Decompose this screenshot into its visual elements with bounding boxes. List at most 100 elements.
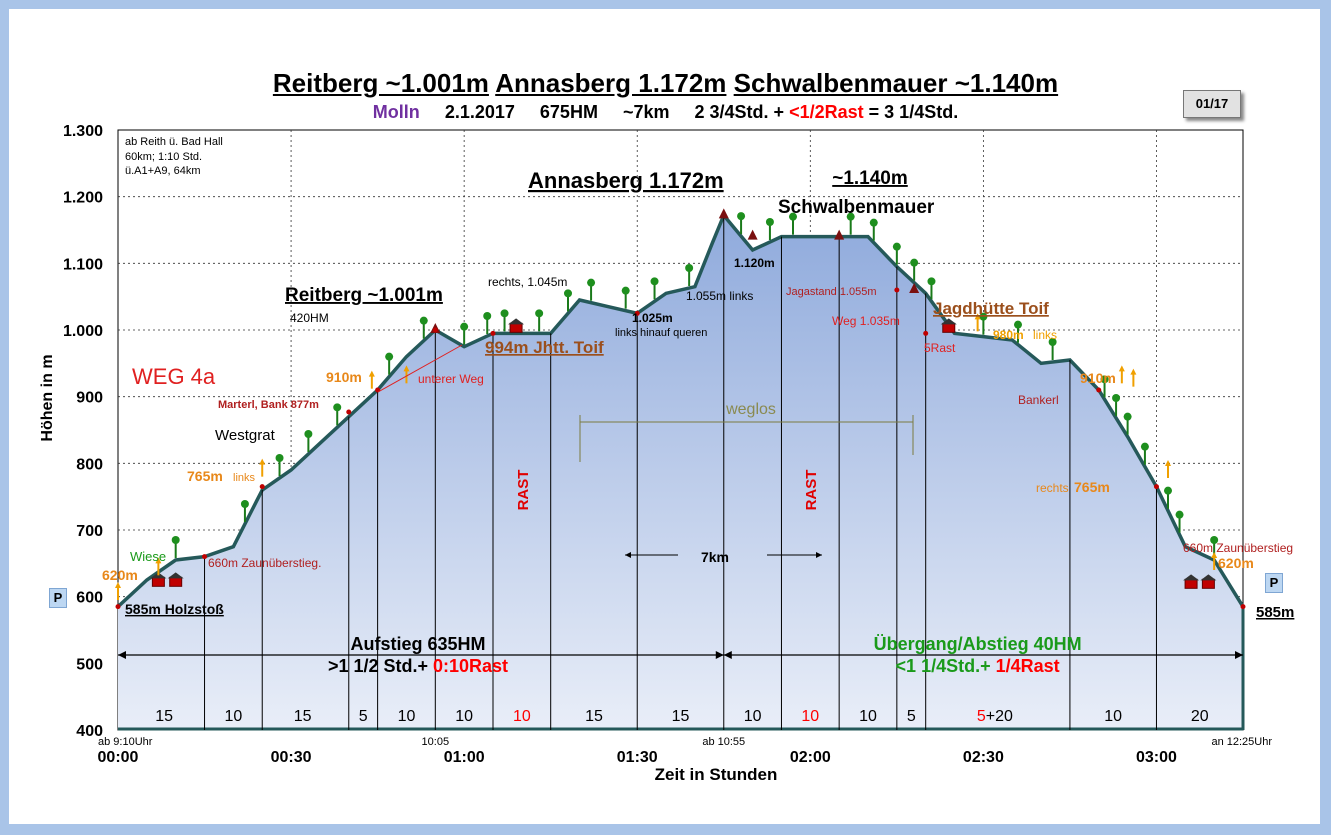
profile-area bbox=[116, 211, 1245, 731]
hut-icon bbox=[169, 576, 183, 587]
subtitle-total: = 3 1/4Std. bbox=[868, 102, 959, 122]
rest-label: RAST bbox=[803, 470, 820, 511]
subtitle-place: Molln bbox=[372, 102, 420, 122]
arrow-head-icon bbox=[368, 370, 375, 377]
arrow-head-icon bbox=[1165, 460, 1171, 466]
waypoint-marker bbox=[1153, 484, 1159, 490]
point-620-right-label: 620m bbox=[1218, 555, 1254, 571]
x-tick-label: 01:30 bbox=[617, 749, 658, 766]
westgrat-label: Westgrat bbox=[215, 427, 276, 444]
y-tick-label: 600 bbox=[76, 590, 103, 607]
point-910-label: 910m bbox=[326, 369, 362, 385]
tree-icon bbox=[979, 312, 988, 321]
arrow-head-icon bbox=[115, 582, 121, 588]
waypoint-marker bbox=[115, 604, 121, 610]
start-note-line: ü.A1+A9, 64km bbox=[125, 165, 201, 177]
point-1055-label: 1.055m links bbox=[686, 289, 753, 303]
route-label: WEG 4a bbox=[132, 364, 216, 389]
hut-icon bbox=[1184, 578, 1198, 589]
jagastand-label: Jagastand 1.055m bbox=[786, 286, 877, 298]
point-660-right-label: 660m Zaunüberstieg bbox=[1183, 541, 1293, 555]
ascent-summary-line2: >1 1/2 Std.+ 0:10Rast bbox=[328, 656, 508, 676]
waypoint-marker bbox=[923, 330, 929, 336]
hut-roof-icon bbox=[508, 318, 525, 325]
peak-icon bbox=[718, 208, 729, 219]
waypoint-marker bbox=[259, 484, 265, 490]
tree-icon bbox=[846, 212, 855, 221]
arrow-head-icon bbox=[1118, 365, 1125, 372]
distance-label: 7km bbox=[701, 549, 729, 565]
segment-time-label: 15 bbox=[294, 708, 312, 725]
segment-time-label: 10 bbox=[398, 708, 416, 725]
weglos-label: weglos bbox=[725, 401, 776, 418]
x-axis-label: Zeit in Stunden bbox=[655, 765, 778, 784]
segment-lines bbox=[204, 215, 1157, 730]
descent-summary-line1: Übergang/Abstieg 40HM bbox=[874, 634, 1082, 654]
arrow-head-icon bbox=[155, 557, 162, 564]
reitberg-label: Reitberg ~1.001m bbox=[285, 285, 443, 306]
tree-icon bbox=[737, 212, 746, 221]
y-tick-label: 400 bbox=[76, 723, 103, 740]
schwalbenmauer-height-label: ~1.140m bbox=[832, 168, 908, 189]
tree-icon bbox=[869, 218, 878, 227]
subtitle-rest: <1/2Rast bbox=[789, 102, 864, 122]
segment-time-label: 10 bbox=[455, 708, 473, 725]
tree-icon bbox=[789, 212, 797, 221]
ascent-summary-line1: Aufstieg 635HM bbox=[350, 634, 485, 654]
y-tick-label: 700 bbox=[76, 523, 103, 540]
rest-label: RAST bbox=[515, 470, 532, 511]
parking-start-icon: P bbox=[49, 588, 67, 608]
peak-icon bbox=[834, 229, 845, 240]
weg-1035-label: Weg 1.035m bbox=[832, 314, 900, 328]
annotations: 15 10 15 5 10 10 10 15 15 10 10 10 5 10 20 5+20 Aufstieg… bbox=[102, 136, 1294, 725]
wiese-label: Wiese bbox=[130, 549, 166, 564]
title-annasberg: Annasberg 1.172m bbox=[495, 68, 727, 98]
tree-icon bbox=[927, 277, 936, 286]
main-title: Reitberg ~1.001m Annasberg 1.172m Schwal… bbox=[0, 68, 1331, 99]
tree-icon bbox=[1123, 412, 1132, 421]
arrow-head-icon bbox=[1130, 368, 1137, 375]
descent-span-arrow-head-left bbox=[723, 651, 732, 659]
segment-time-label: 20 bbox=[1191, 708, 1209, 725]
waypoint-marker bbox=[1240, 604, 1246, 610]
tree-icon bbox=[1048, 338, 1057, 346]
arrow-head-icon bbox=[259, 458, 266, 465]
distance-arrow-right-head bbox=[816, 552, 822, 558]
ascent-span-arrow-head-left bbox=[118, 651, 126, 659]
waypoint-marker bbox=[894, 287, 900, 293]
subtitle: Molln 2.1.2017 675HM ~7km 2 3/4Std. + <1… bbox=[0, 102, 1331, 123]
waypoint-marker bbox=[346, 409, 352, 415]
segment-time-label: 10 bbox=[224, 708, 242, 725]
segment-time-label: 10 bbox=[859, 708, 877, 725]
tree-icon bbox=[385, 352, 394, 361]
time-mark-label: 10:05 bbox=[422, 736, 450, 748]
x-tick-label: 03:00 bbox=[1136, 749, 1177, 766]
tree-icon bbox=[419, 316, 428, 325]
unterer-weg-arrow bbox=[377, 344, 463, 393]
marterl-label: Marterl, Bank 877m bbox=[218, 399, 319, 411]
segment-time-label: 10 bbox=[513, 708, 531, 725]
tree-icon bbox=[765, 218, 774, 226]
y-tick-label: 800 bbox=[76, 456, 103, 473]
hut-icon bbox=[509, 322, 523, 333]
point-765-links-label: links bbox=[233, 472, 256, 484]
point-1025-label: 1.025m bbox=[632, 311, 673, 325]
point-910-right-label: 910m bbox=[1080, 370, 1116, 386]
arrow-head-icon bbox=[1211, 552, 1218, 558]
rechts-765-label: rechts bbox=[1036, 481, 1069, 495]
segment-time-label: 5 bbox=[359, 708, 368, 725]
point-765-right-label: 765m bbox=[1074, 479, 1110, 495]
descent-summary-line2: <1 1/4Std.+ 1/4Rast bbox=[896, 656, 1060, 676]
waypoint-marker bbox=[1096, 387, 1102, 393]
segment-time-label: 10 bbox=[801, 708, 819, 725]
point-660-label: 660m Zaunüberstieg. bbox=[208, 556, 321, 570]
tree-icon bbox=[171, 536, 180, 544]
point-765-label: 765m bbox=[187, 468, 223, 484]
peak-icon bbox=[909, 283, 920, 293]
tree-icon bbox=[1175, 510, 1184, 519]
arrow-head-icon bbox=[403, 365, 410, 372]
title-reitberg: Reitberg ~1.001m bbox=[272, 68, 489, 98]
jagdhuette-label: Jagdhütte Toif bbox=[933, 299, 1049, 318]
